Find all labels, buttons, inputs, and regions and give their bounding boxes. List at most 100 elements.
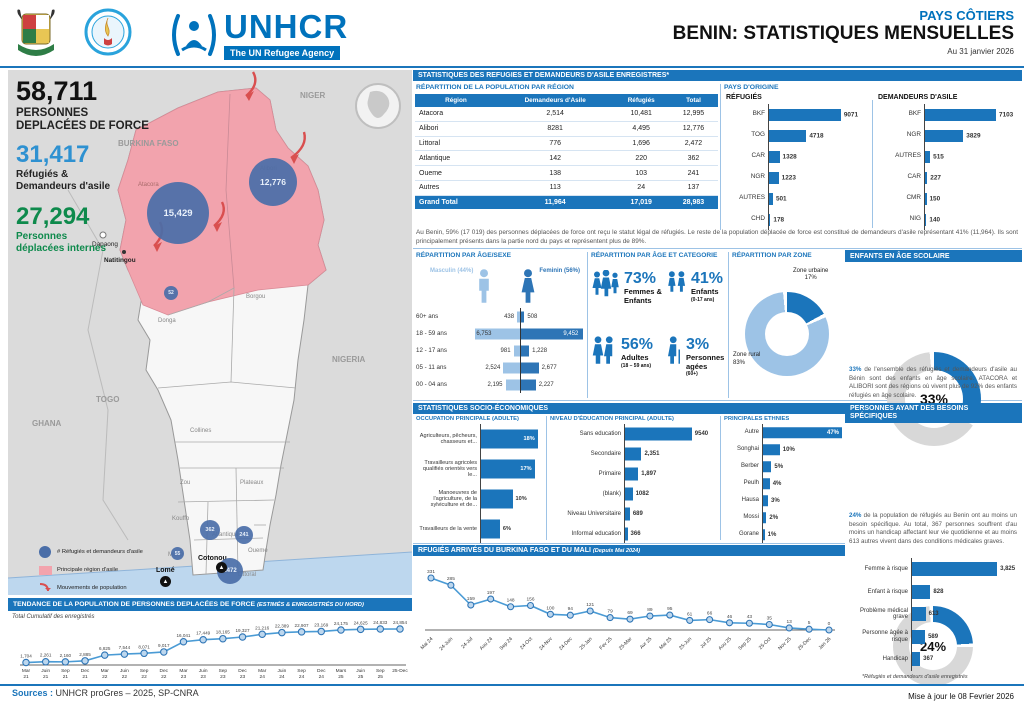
x-tick-label: 25-Jun [678,636,693,651]
bar [625,427,692,441]
bubble-oueme: 241 [235,526,253,544]
city-label-dapaong: Dapaong [92,241,118,248]
data-point [487,595,495,603]
elderly-icon [668,336,680,364]
bar-value: 7103 [999,111,1014,118]
bar-category-label: NGR [750,173,765,181]
cat-label: Enfants [691,287,719,296]
school-donut-chart: 33% [887,352,981,446]
bar [912,652,921,667]
male-bar [513,345,520,356]
bar-category-label: Gorane [738,531,759,538]
updated-date: Mise à jour le 08 Fevrier 2026 [908,692,1014,701]
female-value: 508 [527,313,538,320]
x-tick-label: Mai 24 [420,636,435,651]
data-label: 16,041 [176,633,190,638]
pyramid-row: 60+ ans 438 508 [416,308,585,325]
bar-value: 2% [769,514,779,521]
unhcr-emblem-icon [168,10,220,60]
bar-value: 47% [826,429,839,436]
data-point [706,616,714,624]
bar-value: 589 [928,633,939,640]
female-value: 1,228 [532,347,548,354]
bar-row: CAR 1328 [722,146,868,167]
asylum-region-shape [117,87,327,316]
x-tick-label: 25-Dec [797,636,813,652]
needs-pct: 24% [919,638,947,654]
kf-total-label-1: PERSONNES [16,107,89,119]
data-label: 18,165 [216,630,230,635]
bubble-mono: 55 [171,547,184,560]
bar-category-label: Autre [744,429,759,436]
bar-track: 2,351 [624,444,716,464]
bar-track: 47% [762,424,842,441]
bar-row: BKF 9071 [722,104,868,125]
data-point [140,649,148,658]
bar-row: AUTRES 501 [722,188,868,209]
women-children-icon [592,270,619,297]
x-tick-label: Mar 21 [22,668,31,680]
unhcr-wordmark: UNHCR The UN Refugee Agency [224,10,348,61]
bar-row: Gorane 1% [724,526,842,543]
x-tick-label: Juin 22 [120,668,129,680]
region-label-zou: Zou [180,480,190,486]
bar [625,487,633,501]
trend-note: Total Cumulatif des enregistrés [12,614,95,620]
bubble-atlantique: 362 [200,520,220,540]
male-value: 981 [500,347,511,354]
data-label: 6,825 [99,646,111,651]
data-label: 9,017 [158,643,170,648]
bar [625,507,630,521]
male-value: 2,195 [487,381,503,388]
header-region-label: PAYS CÔTIERS [919,8,1014,23]
female-share-label: Feminin (56%) [539,268,580,274]
bar-category-label: Informal education [571,530,621,537]
occupation-title: OCCUPATION PRINCIPALE (ADULTE) [416,416,519,422]
bar-row: CAR 227 [874,167,1020,188]
country-label-ghana: GHANA [32,419,62,428]
bar-row: Travailleurs de la vente 6% [416,514,544,544]
bar-row: Secondaire 2,351 [550,444,716,464]
x-tick-label: Sep 24 [297,668,306,680]
bubble-atacora: 15,429 [147,182,209,244]
cat-sub: (0-17 ans) [691,296,715,303]
trend-subtitle: (ESTIMÉS & ENREGISTRÉS DU NORD) [256,601,364,608]
data-label: 69 [627,610,633,616]
kf-idps: 27,294 [16,203,90,231]
origin-refugees-chart: BKF 9071 TOG 4718 CAR 1328 NGR 1223 AUTRES 501 CHD… [722,104,868,230]
table-header: Demandeurs d'Asile [496,94,614,107]
bar [763,443,780,456]
data-label: 35 [767,616,773,622]
table-total-cell: 28,983 [668,195,718,210]
table-cell: 1,696 [613,136,669,152]
x-tick-label: Dec 22 [160,668,169,680]
x-tick-label: Dec 23 [238,668,247,680]
table-cell: Autres [415,180,497,196]
needs-text: 24% de la population de réfugiés au Beni… [849,512,1017,546]
bar-row: Informal education 366 [550,524,716,544]
region-table: Région Demandeurs d'Asile Réfugiés Total At… [415,94,718,210]
bar-value: 1223 [781,174,796,181]
data-point [686,616,694,624]
data-point [785,624,793,632]
bar-track: 7103 [924,104,1020,125]
data-point [526,601,535,610]
sources-value: UNHCR proGres – 2025, SP-CNRA [55,688,199,698]
table-cell: 12,776 [668,121,718,137]
data-point [765,620,773,629]
data-point [566,611,574,619]
table-cell: 103 [613,165,669,181]
bar-row: Niveau Universitaire 689 [550,504,716,524]
city-label-lome: Lomé [156,567,175,574]
children-icon [668,271,686,292]
bar [481,429,538,449]
table-cell: 10,481 [613,107,669,122]
bar-category-label: Manoeuvres de l'agriculture, de la sylvi… [430,489,477,509]
data-label: 66 [707,611,713,617]
sex-icons: Masculin (44%) Feminin (56%) [430,268,580,304]
bar-row: Mossi 2% [724,509,842,526]
bar [769,192,773,205]
bar-track: 17% [480,454,544,484]
x-tick-label: Mar 22 [101,668,110,680]
female-value: 2,227 [538,381,554,388]
